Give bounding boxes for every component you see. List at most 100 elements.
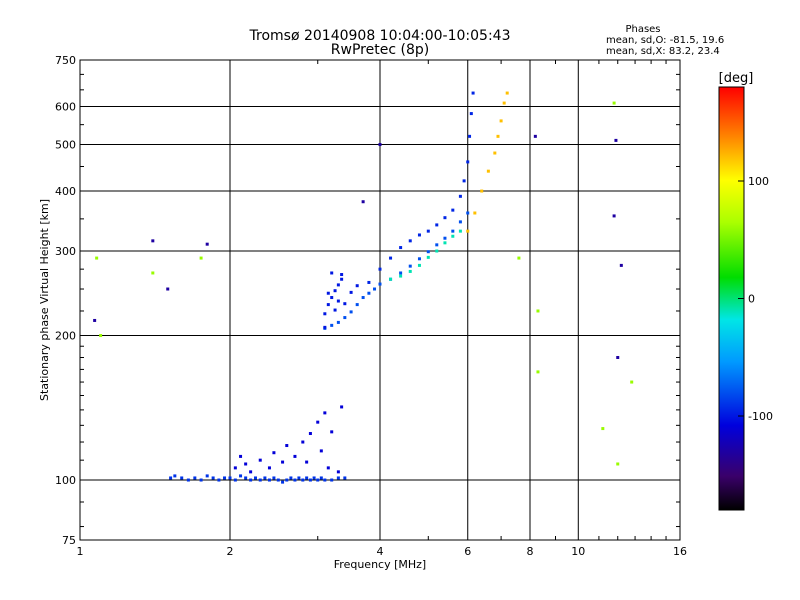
data-point bbox=[272, 451, 276, 455]
axes-ticks: 1 2 4 6 8 10 16 75 100 200 300 400 500 600 750 bbox=[55, 54, 687, 558]
x-axis-label: Frequency [MHz] bbox=[334, 558, 426, 571]
data-point bbox=[480, 189, 484, 193]
data-point bbox=[451, 229, 455, 233]
data-point bbox=[443, 216, 447, 220]
data-point bbox=[340, 405, 344, 409]
data-point bbox=[612, 214, 616, 218]
data-point bbox=[536, 309, 540, 313]
x-tick-label: 2 bbox=[227, 545, 234, 558]
data-point bbox=[330, 271, 334, 275]
data-point bbox=[466, 211, 470, 215]
data-point bbox=[258, 478, 262, 482]
data-point bbox=[267, 466, 271, 470]
data-point bbox=[417, 257, 421, 261]
colorbar-label: [deg] bbox=[719, 71, 754, 86]
data-point bbox=[458, 229, 462, 233]
data-point bbox=[505, 91, 509, 95]
data-point bbox=[151, 239, 155, 243]
data-point bbox=[205, 242, 209, 246]
data-point bbox=[308, 478, 312, 482]
x-tick-label: 10 bbox=[571, 545, 585, 558]
data-point bbox=[612, 101, 616, 105]
colorbar-tick-label: 100 bbox=[748, 175, 769, 188]
data-point bbox=[355, 303, 359, 307]
data-point bbox=[173, 474, 177, 478]
y-tick-label: 400 bbox=[55, 185, 76, 198]
data-point bbox=[285, 478, 289, 482]
stats-x-line: mean, sd,X: 83.2, 23.4 bbox=[606, 46, 720, 57]
data-point bbox=[499, 119, 503, 123]
data-point bbox=[517, 256, 521, 260]
data-point bbox=[258, 458, 262, 462]
data-point bbox=[244, 476, 248, 480]
data-point bbox=[253, 476, 257, 480]
data-point bbox=[301, 440, 305, 444]
data-point bbox=[312, 476, 316, 480]
data-point bbox=[469, 112, 473, 116]
data-point bbox=[326, 303, 330, 307]
data-point bbox=[151, 271, 155, 275]
colorbar-tick-label: -100 bbox=[748, 410, 773, 423]
data-point bbox=[319, 476, 323, 480]
data-point bbox=[378, 143, 382, 147]
data-point bbox=[323, 312, 327, 316]
data-point bbox=[289, 476, 293, 480]
y-tick-label: 750 bbox=[55, 54, 76, 67]
data-point bbox=[493, 151, 497, 155]
data-point bbox=[95, 256, 99, 260]
data-point bbox=[223, 476, 227, 480]
data-point bbox=[473, 211, 477, 215]
data-point bbox=[355, 284, 359, 288]
data-point bbox=[326, 466, 330, 470]
data-point bbox=[378, 282, 382, 286]
data-point bbox=[417, 233, 421, 237]
data-point bbox=[301, 478, 305, 482]
x-tick-label: 16 bbox=[673, 545, 687, 558]
data-point bbox=[180, 476, 184, 480]
data-point bbox=[451, 234, 455, 238]
x-tick-label: 1 bbox=[77, 545, 84, 558]
data-point bbox=[336, 470, 340, 474]
data-point bbox=[305, 476, 309, 480]
data-point bbox=[614, 138, 618, 142]
data-point bbox=[426, 250, 430, 254]
data-point bbox=[305, 460, 309, 464]
data-point bbox=[99, 334, 103, 338]
data-point bbox=[333, 308, 337, 312]
data-point bbox=[408, 264, 412, 268]
data-point bbox=[435, 223, 439, 227]
data-point bbox=[336, 283, 340, 287]
data-point bbox=[466, 160, 470, 164]
y-tick-label: 500 bbox=[55, 139, 76, 152]
data-point bbox=[426, 229, 430, 233]
data-point bbox=[389, 277, 393, 281]
data-point bbox=[239, 474, 243, 478]
data-point bbox=[443, 236, 447, 240]
data-point bbox=[285, 444, 289, 448]
data-point bbox=[533, 134, 537, 138]
data-point bbox=[323, 325, 327, 329]
stats-o-line: mean, sd,O: -81.5, 19.6 bbox=[606, 35, 724, 46]
data-point bbox=[323, 478, 327, 482]
data-point bbox=[340, 273, 344, 277]
data-point bbox=[466, 229, 470, 233]
data-point bbox=[211, 476, 215, 480]
data-point bbox=[408, 269, 412, 273]
data-point bbox=[330, 478, 334, 482]
data-point bbox=[233, 466, 237, 470]
y-tick-label: 600 bbox=[55, 101, 76, 114]
data-point bbox=[367, 280, 371, 284]
data-point bbox=[486, 169, 490, 173]
data-point bbox=[330, 296, 334, 300]
data-point bbox=[319, 449, 323, 453]
colorbar-tick-label: 0 bbox=[748, 293, 755, 306]
x-tick-label: 8 bbox=[527, 545, 534, 558]
data-point bbox=[166, 287, 170, 291]
data-point bbox=[471, 91, 475, 95]
data-point bbox=[536, 370, 540, 374]
x-tick-label: 6 bbox=[464, 545, 471, 558]
data-point bbox=[435, 249, 439, 253]
data-point bbox=[443, 241, 447, 245]
data-point bbox=[336, 320, 340, 324]
data-point bbox=[297, 476, 301, 480]
